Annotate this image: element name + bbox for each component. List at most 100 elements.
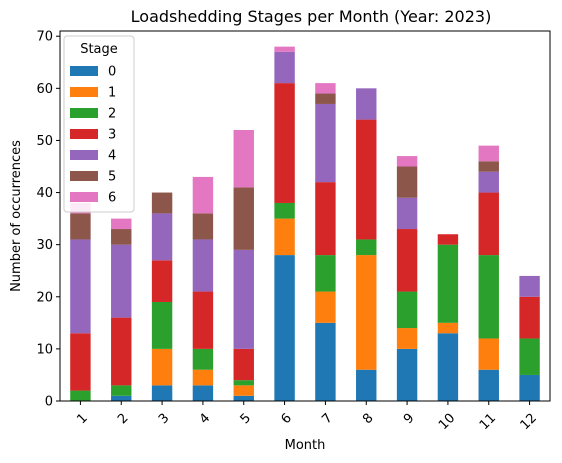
y-tick-label: 20 (36, 290, 53, 305)
bar-month-11-stage-2 (478, 255, 499, 339)
bar-month-4-stage-4 (192, 239, 214, 292)
bar-month-10-stage-1 (437, 322, 459, 334)
legend-swatch-stage-1 (70, 87, 98, 97)
bar-month-3-stage-5 (151, 192, 173, 214)
bar-month-12-stage-4 (519, 275, 540, 297)
bar-month-6-stage-1 (274, 218, 295, 256)
bar-month-2-stage-6 (111, 218, 132, 230)
bar-month-9-stage-6 (396, 156, 418, 167)
bar-month-7-stage-3 (315, 182, 336, 256)
y-tick-label: 50 (36, 134, 53, 149)
bar-month-1-stage-5 (70, 213, 91, 240)
bar-month-5-stage-0 (233, 395, 254, 401)
bar-month-11-stage-1 (478, 338, 499, 370)
x-tick-label: 10 (436, 411, 458, 433)
x-tick-label: 4 (197, 411, 213, 427)
bar-month-4-stage-0 (192, 385, 214, 401)
bar-month-9-stage-2 (396, 291, 418, 329)
bar-month-4-stage-3 (192, 291, 214, 349)
chart-title: Loadshedding Stages per Month (Year: 202… (131, 7, 492, 26)
bar-month-5-stage-2 (233, 380, 254, 386)
y-tick-label: 30 (36, 238, 53, 253)
legend-label-stage-1: 1 (108, 86, 116, 101)
legend-label-stage-4: 4 (108, 149, 116, 164)
y-tick-label: 0 (45, 395, 53, 410)
bar-month-10-stage-3 (437, 234, 459, 245)
x-tick-label: 5 (238, 411, 254, 427)
legend-swatch-stage-0 (70, 66, 98, 76)
bar-month-8-stage-4 (356, 88, 377, 120)
bar-month-2-stage-2 (111, 385, 132, 396)
x-tick-label: 1 (74, 411, 90, 427)
bar-month-9-stage-4 (396, 197, 418, 230)
x-tick-label: 11 (477, 411, 499, 433)
bar-month-1-stage-4 (70, 239, 91, 334)
bar-month-9-stage-1 (396, 328, 418, 349)
legend-box (63, 35, 135, 213)
x-axis: 1 2 3 4 5 6 7 8 9 10 11 12 (74, 401, 540, 433)
bar-month-9-stage-3 (396, 229, 418, 292)
bar-month-12-stage-3 (519, 296, 540, 339)
bar-month-4-stage-2 (192, 348, 214, 370)
bar-month-11-stage-0 (478, 369, 499, 401)
bar-month-4-stage-6 (192, 176, 214, 214)
bar-month-4-stage-5 (192, 213, 214, 240)
bar-month-2-stage-0 (111, 395, 132, 401)
legend-label-stage-0: 0 (108, 65, 116, 80)
x-tick-label: 3 (156, 411, 172, 427)
x-tick-label: 8 (360, 411, 376, 427)
bar-month-5-stage-6 (233, 130, 254, 188)
x-tick-label: 12 (518, 411, 540, 433)
bar-month-6-stage-4 (274, 51, 295, 84)
legend-label-stage-3: 3 (108, 128, 116, 143)
bar-month-5-stage-4 (233, 249, 254, 349)
x-tick-label: 7 (319, 411, 335, 427)
legend-label-stage-5: 5 (108, 170, 116, 185)
y-tick-label: 70 (36, 30, 53, 45)
plot-frame (59, 30, 551, 402)
bar-month-1-stage-3 (70, 333, 91, 391)
legend-swatch-stage-3 (70, 129, 98, 139)
bar-month-4-stage-1 (192, 369, 214, 386)
bar-month-5-stage-5 (233, 187, 254, 250)
legend-title: Stage (80, 42, 118, 57)
bar-month-10-stage-0 (437, 333, 459, 401)
legend-label-stage-6: 6 (108, 191, 116, 206)
bar-month-8-stage-3 (356, 119, 377, 240)
bars-layer (70, 46, 540, 401)
bar-month-7-stage-0 (315, 322, 336, 401)
legend-swatch-stage-4 (70, 150, 98, 160)
bar-month-6-stage-3 (274, 83, 295, 203)
bar-month-7-stage-5 (315, 93, 336, 104)
bar-month-8-stage-2 (356, 239, 377, 256)
bar-month-3-stage-1 (151, 348, 173, 386)
bar-month-12-stage-2 (519, 338, 540, 375)
bar-month-11-stage-4 (478, 171, 499, 193)
bar-month-7-stage-2 (315, 255, 336, 292)
bar-month-11-stage-6 (478, 145, 499, 162)
y-tick-label: 10 (36, 342, 53, 357)
x-tick-label: 2 (115, 411, 131, 427)
y-axis: 0 10 20 30 40 50 60 70 (36, 30, 60, 410)
bar-month-10-stage-2 (437, 244, 459, 323)
bar-month-5-stage-1 (233, 385, 254, 396)
bar-month-5-stage-3 (233, 348, 254, 381)
bar-month-8-stage-1 (356, 255, 377, 370)
legend-swatch-stage-2 (70, 108, 98, 118)
bar-month-2-stage-5 (111, 229, 132, 245)
x-tick-label: 9 (401, 411, 417, 427)
bar-month-9-stage-0 (396, 348, 418, 401)
bar-month-3-stage-3 (151, 260, 173, 302)
bar-month-3-stage-2 (151, 301, 173, 349)
x-tick-label: 6 (278, 411, 294, 427)
bar-month-1-stage-2 (70, 390, 91, 401)
legend: Stage 0 1 2 3 4 5 6 (63, 35, 135, 213)
bar-month-7-stage-6 (315, 83, 336, 94)
y-tick-label: 60 (36, 82, 53, 97)
legend-swatch-stage-5 (70, 171, 98, 181)
bar-month-2-stage-4 (111, 244, 132, 318)
bar-month-7-stage-4 (315, 103, 336, 183)
bar-month-3-stage-4 (151, 213, 173, 261)
x-axis-title: Month (285, 438, 326, 453)
